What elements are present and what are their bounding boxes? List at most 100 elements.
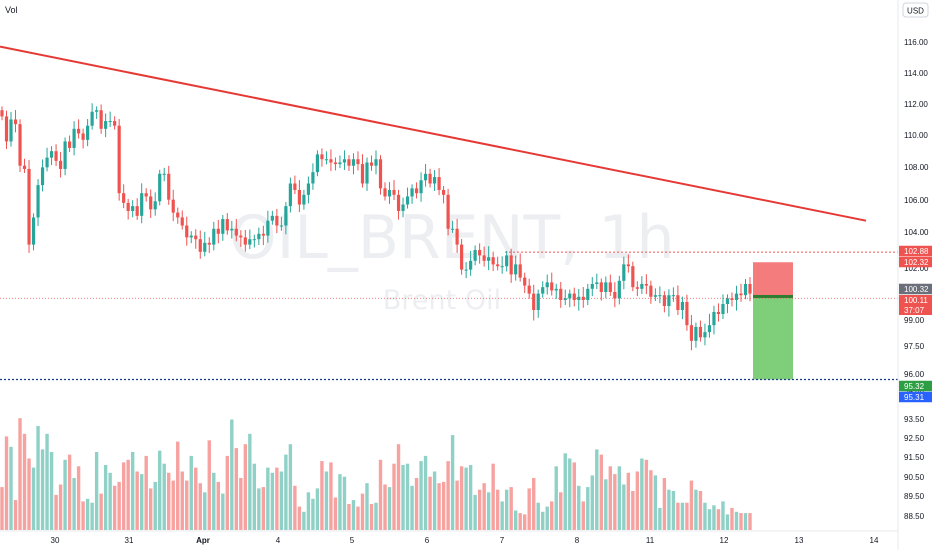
volume-bar — [67, 454, 72, 530]
candle-body — [460, 244, 464, 270]
candle-body — [428, 173, 432, 184]
volume-bar — [144, 455, 148, 530]
volume-bar — [658, 507, 662, 530]
candle-body — [725, 298, 730, 304]
candle-body — [347, 159, 351, 166]
currency-badge[interactable]: USD — [902, 2, 929, 18]
candle-body — [662, 295, 666, 306]
candle-body — [392, 189, 396, 195]
candle-body — [716, 312, 721, 314]
volume-bar — [207, 440, 211, 530]
volume-bar — [22, 433, 27, 530]
candle-body — [410, 188, 414, 197]
volume-bar — [712, 505, 716, 530]
volume-bar — [167, 472, 171, 530]
volume-bar — [577, 485, 581, 530]
volume-bar — [410, 485, 414, 530]
volume-bar — [81, 501, 85, 530]
candle-body — [505, 255, 509, 267]
volume-bar — [432, 471, 437, 530]
y-tick-label: 110.00 — [904, 131, 928, 140]
volume-bar — [76, 466, 81, 530]
volume-bar — [374, 502, 378, 530]
volume-bar — [613, 474, 617, 530]
volume-bar — [153, 481, 157, 530]
candle-body — [144, 193, 148, 197]
candle-body — [189, 235, 193, 238]
volume-bar — [491, 463, 495, 530]
volume-bar — [635, 471, 640, 530]
candle-body — [608, 282, 612, 292]
price-label-stop: 102.32 — [904, 258, 929, 267]
candle-body — [523, 277, 527, 286]
volume-bar — [640, 458, 644, 530]
time-axis[interactable]: 30 31 Apr 4 5 6 7 8 11 12 13 14 — [51, 536, 879, 545]
candle-body — [464, 269, 468, 271]
entry-line — [753, 294, 793, 298]
volume-bar — [473, 494, 477, 530]
candle-body — [685, 302, 689, 326]
candle-body — [248, 239, 252, 245]
candle-body — [626, 264, 630, 267]
x-tick-label: 14 — [870, 536, 879, 545]
volume-bar — [725, 514, 730, 530]
candle-body — [532, 293, 536, 310]
volume-bar — [554, 466, 558, 530]
volume-bar — [563, 453, 567, 530]
volume-bar — [405, 463, 410, 530]
candle-body — [54, 151, 58, 161]
candle-body — [500, 266, 504, 268]
candle-body — [487, 257, 491, 261]
x-tick-label: Apr — [196, 536, 210, 545]
volume-bar — [595, 449, 599, 530]
volume-bar — [450, 435, 455, 530]
volume-bar — [103, 465, 108, 530]
trendline[interactable] — [0, 45, 867, 222]
candle-body — [550, 282, 554, 291]
candle-body — [360, 164, 365, 184]
volume-bar — [297, 506, 302, 530]
candle-body — [599, 282, 603, 292]
volume-bar — [284, 454, 288, 530]
candle-body — [198, 239, 202, 252]
volume-bar — [306, 492, 311, 530]
candle-body — [243, 237, 247, 245]
candle-body — [216, 228, 220, 234]
candle-body — [437, 177, 441, 190]
volume-bar — [739, 513, 743, 530]
position-zones[interactable] — [753, 262, 793, 380]
candle-body — [563, 298, 567, 300]
candle-body — [356, 159, 360, 165]
y-tick-label: 114.00 — [904, 69, 928, 78]
candle-body — [631, 266, 635, 288]
volume-bar — [545, 506, 549, 530]
volume-bar — [392, 463, 396, 530]
price-label-bg — [899, 295, 932, 305]
y-tick-label: 108.00 — [904, 163, 929, 172]
y-tick-label: 99.00 — [904, 316, 925, 325]
volume-bar — [653, 475, 658, 530]
candle-body — [590, 284, 594, 289]
volume-bar — [721, 501, 725, 530]
volume-bar — [63, 459, 67, 530]
volume-bar — [671, 491, 676, 530]
candle-body — [577, 296, 581, 300]
volume-bar — [482, 483, 486, 530]
volume-bar — [288, 444, 293, 530]
price-label-bg — [899, 391, 932, 403]
price-label-bg — [899, 283, 932, 295]
x-tick-label: 30 — [51, 536, 60, 545]
candle-body — [446, 194, 450, 229]
volume-bar — [608, 466, 613, 530]
candle-body — [67, 141, 72, 148]
candle-body — [320, 154, 324, 160]
candle-body — [221, 219, 225, 234]
volume-bar — [212, 472, 216, 530]
candle-body — [365, 162, 369, 184]
volume-indicator-label[interactable]: Vol — [5, 5, 18, 15]
volume-bar — [18, 418, 22, 530]
volume-bar — [279, 471, 284, 530]
candle-body — [383, 188, 387, 197]
